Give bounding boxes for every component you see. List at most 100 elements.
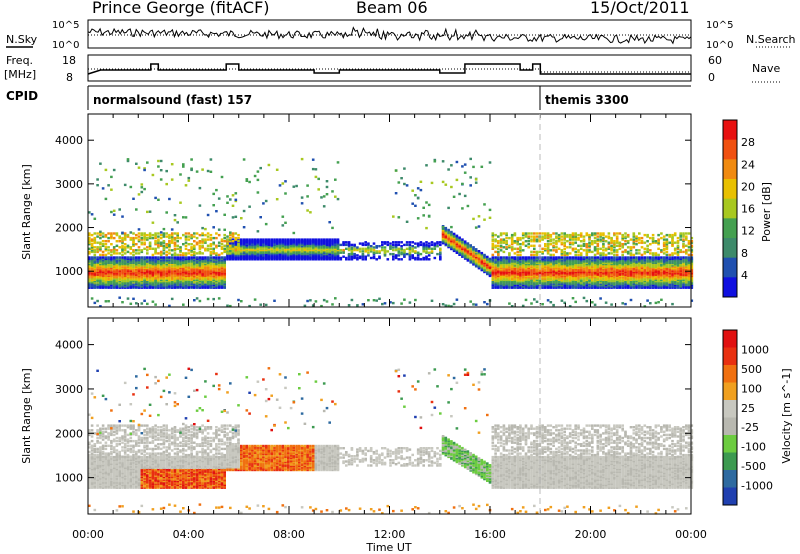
power-cell bbox=[168, 277, 171, 280]
power-cell bbox=[311, 242, 315, 245]
power-cell bbox=[195, 273, 199, 276]
power-cell bbox=[649, 257, 652, 261]
power-cell bbox=[549, 274, 553, 278]
power-cell bbox=[284, 255, 287, 258]
power-cell bbox=[557, 276, 561, 279]
power-cell bbox=[126, 270, 130, 274]
power-cell bbox=[220, 282, 224, 285]
power-cell bbox=[604, 261, 608, 264]
power-cell bbox=[646, 256, 649, 259]
power-cell bbox=[375, 246, 378, 249]
power-cell bbox=[533, 279, 536, 283]
noise-tick-top-left: 10^5 bbox=[52, 20, 79, 31]
power-cell bbox=[497, 235, 500, 238]
power-cell bbox=[325, 248, 329, 252]
power-cell bbox=[604, 269, 608, 272]
power-cell bbox=[632, 286, 636, 289]
power-cell bbox=[212, 285, 215, 288]
power-cell bbox=[143, 233, 146, 237]
power-cell bbox=[101, 257, 105, 261]
power-cell bbox=[541, 262, 544, 266]
power-cell bbox=[651, 238, 655, 241]
power-cell bbox=[212, 297, 215, 301]
power-cell bbox=[555, 257, 558, 261]
power-cell bbox=[552, 269, 555, 272]
power-cell bbox=[157, 256, 160, 259]
power-cell bbox=[488, 264, 492, 267]
power-cell bbox=[146, 236, 149, 240]
power-cell bbox=[201, 269, 204, 272]
power-cell bbox=[190, 268, 193, 271]
power-cell bbox=[278, 242, 282, 245]
power-cell bbox=[513, 285, 517, 288]
power-cell bbox=[179, 266, 182, 270]
power-cell bbox=[538, 232, 542, 235]
power-cell bbox=[533, 274, 536, 278]
power-cell bbox=[121, 269, 124, 272]
power-cell bbox=[179, 256, 182, 259]
power-cell bbox=[516, 261, 519, 264]
power-cell bbox=[176, 272, 179, 275]
power-cell bbox=[593, 241, 597, 244]
power-cell bbox=[521, 276, 525, 279]
power-cell bbox=[635, 277, 638, 280]
power-cell bbox=[336, 247, 340, 250]
power-cell bbox=[541, 261, 544, 264]
power-cell bbox=[624, 235, 627, 238]
power-cell bbox=[579, 285, 583, 288]
power-cell bbox=[215, 285, 218, 288]
power-cell bbox=[292, 258, 296, 261]
power-cell bbox=[350, 247, 354, 250]
power-cell bbox=[516, 260, 519, 263]
power-cell bbox=[184, 257, 188, 261]
power-cell bbox=[474, 261, 478, 264]
power-cell bbox=[591, 268, 594, 271]
power-cell bbox=[474, 178, 478, 181]
power-cell bbox=[577, 261, 580, 264]
power-cell bbox=[469, 257, 472, 260]
power-cell bbox=[215, 282, 218, 285]
power-cell bbox=[494, 265, 497, 268]
power-cell bbox=[112, 259, 116, 262]
power-cell bbox=[646, 299, 649, 302]
power-cell bbox=[521, 281, 525, 284]
power-cell bbox=[223, 273, 226, 276]
power-cell bbox=[458, 250, 461, 254]
power-cell bbox=[557, 247, 561, 250]
power-cell bbox=[289, 251, 293, 254]
power-cell bbox=[93, 273, 97, 276]
power-cell bbox=[217, 261, 221, 264]
power-cell bbox=[143, 274, 146, 278]
power-cell bbox=[502, 260, 506, 263]
power-cell bbox=[182, 265, 185, 268]
power-cell bbox=[159, 261, 163, 264]
power-cell bbox=[585, 272, 589, 275]
power-cell bbox=[541, 285, 544, 288]
power-cell bbox=[574, 236, 577, 240]
power-cell bbox=[477, 253, 481, 257]
power-cell bbox=[248, 254, 251, 257]
power-cell bbox=[165, 169, 168, 173]
power-cell bbox=[615, 286, 619, 289]
power-cell bbox=[209, 279, 213, 283]
power-cell bbox=[350, 248, 354, 252]
power-cell bbox=[585, 260, 589, 263]
power-cell bbox=[182, 270, 185, 274]
power-cell bbox=[577, 264, 580, 267]
power-cell bbox=[322, 298, 326, 302]
power-cell bbox=[477, 265, 481, 269]
power-cell bbox=[571, 259, 575, 262]
power-cell bbox=[615, 235, 619, 238]
power-cell bbox=[626, 250, 630, 254]
power-cell bbox=[170, 260, 174, 263]
power-cell bbox=[533, 257, 536, 261]
power-cell bbox=[126, 278, 130, 281]
power-cell bbox=[560, 235, 564, 238]
power-cell bbox=[582, 262, 586, 266]
power-heatmap bbox=[88, 157, 694, 308]
power-cell bbox=[497, 265, 500, 268]
power-cell bbox=[270, 251, 273, 254]
power-cell bbox=[143, 277, 146, 280]
power-cell bbox=[579, 260, 583, 263]
power-cell bbox=[187, 266, 191, 270]
